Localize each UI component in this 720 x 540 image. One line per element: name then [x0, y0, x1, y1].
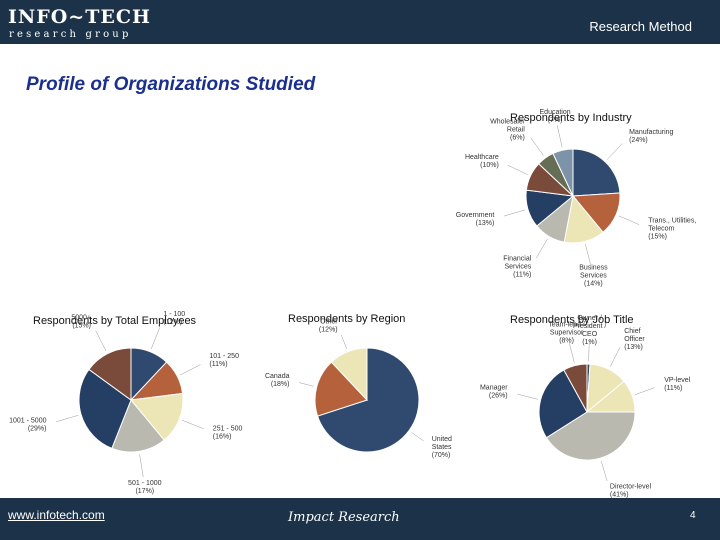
jobtitle-chart-title: Respondents by Job Title: [510, 314, 634, 326]
jobtitle-slice-label-1: Chief Officer (13%): [624, 328, 645, 351]
employees-slice-label-2: 251 - 500 (16%): [213, 425, 243, 440]
employees-leader-1: [179, 364, 201, 376]
jobtitle-leader-0: [588, 339, 590, 362]
industry-leader-0: [607, 143, 623, 160]
employees-leader-0: [150, 327, 160, 349]
employees-leader-2: [182, 419, 204, 429]
jobtitle-leader-4: [517, 393, 538, 400]
logo-bottom-text: research group: [9, 29, 132, 40]
jobtitle-slice-label-0: Owner / President / CEO (1%): [573, 315, 607, 346]
region-slice-0: [316, 347, 420, 453]
infotech-logo: INFO~TECH research group: [8, 6, 151, 40]
industry-slice-7: [552, 148, 574, 197]
logo-top-text: INFO~TECH: [8, 6, 151, 28]
footer-tagline: Impact Research: [288, 510, 400, 525]
industry-slice-label-4: Government (13%): [456, 212, 495, 227]
footer-bar: www.infotech.com Impact Research 4: [0, 498, 720, 540]
employees-slice-label-5: 5000+ (15%): [71, 315, 91, 330]
region-slice-label-0: United States (70%): [432, 436, 452, 459]
jobtitle-slice-label-2: VP-level (11%): [664, 377, 691, 392]
industry-slice-label-0: Manufacturing (24%): [629, 129, 673, 144]
employees-slice-5: [88, 347, 132, 401]
employees-slice-3: [111, 399, 165, 453]
page-number: 4: [690, 510, 696, 521]
region-pie-chart: United States (70%) Canada (18%) Other (12%): [265, 319, 452, 459]
employees-slice-label-0: 1 - 100 (12%): [163, 311, 185, 326]
region-leader-2: [340, 334, 348, 349]
industry-slice-0: [572, 148, 621, 197]
header-bar: INFO~TECH research group Research Method: [0, 0, 720, 44]
industry-slice-label-5: Healthcare (10%): [465, 154, 499, 169]
region-slice-label-2: Other (12%): [319, 319, 338, 334]
industry-chart-title: Respondents by Industry: [510, 112, 632, 124]
page-title: Profile of Organizations Studied: [26, 74, 316, 95]
employees-leader-3: [139, 454, 144, 478]
employees-slice-label-3: 501 - 1000 (17%): [128, 480, 162, 495]
industry-slice-label-6: Wholesale/Retail (6%): [490, 119, 525, 142]
industry-leader-6: [530, 137, 544, 156]
employees-pie-chart: 1 - 100 (12%) 101 - 250 (11%) 251 - 500 (16%)…: [9, 311, 243, 495]
jobtitle-slice-label-3: Director-level (41%): [610, 484, 652, 499]
jobtitle-slice-label-4: Manager (26%): [480, 385, 508, 400]
region-leader-0: [411, 432, 424, 442]
employees-slice-label-1: 101 - 250 (11%): [209, 353, 239, 368]
industry-leader-3: [536, 238, 548, 259]
industry-pie-chart: Manufacturing (24%) Trans., Utilities, Tele…: [456, 109, 697, 287]
region-leader-1: [299, 382, 314, 387]
industry-leader-4: [503, 209, 526, 217]
region-chart-title: Respondents by Region: [288, 313, 406, 325]
jobtitle-slice-4: [538, 369, 588, 439]
employees-slice-2: [130, 392, 184, 441]
industry-leader-2: [585, 244, 592, 266]
jobtitle-leader-5: [568, 342, 575, 363]
employees-slice-label-4: 1001 - 5000 (29%): [9, 418, 46, 433]
jobtitle-slice-5: [563, 363, 588, 413]
industry-leader-5: [507, 165, 528, 175]
employees-slice-4: [78, 368, 132, 449]
industry-slice-label-3: Financial Services (11%): [503, 256, 532, 279]
section-label: Research Method: [589, 19, 692, 34]
employees-chart-title: Respondents by Total Employees: [33, 315, 197, 327]
jobtitle-slice-label-5: Team-lead / Supervisor (8%): [548, 322, 585, 345]
region-slice-label-1: Canada (18%): [265, 373, 290, 388]
industry-slice-label-2: Business Services (14%): [579, 264, 608, 287]
jobtitle-leader-3: [600, 460, 608, 482]
employees-leader-4: [56, 415, 79, 423]
industry-slice-label-7: Education (7%): [540, 109, 571, 124]
region-slice-2: [330, 347, 368, 402]
industry-leader-1: [618, 215, 640, 225]
jobtitle-pie-chart: Owner / President / CEO (1%) Chief Officer (13…: [480, 315, 691, 499]
industry-leader-7: [557, 125, 563, 148]
jobtitle-leader-2: [634, 387, 655, 395]
employees-leader-5: [95, 330, 107, 352]
footer-url-link[interactable]: www.infotech.com: [8, 508, 105, 522]
region-slice-1: [314, 361, 368, 417]
jobtitle-leader-1: [609, 347, 620, 367]
industry-slice-label-1: Trans., Utilities, Telecom (15%): [648, 218, 696, 241]
